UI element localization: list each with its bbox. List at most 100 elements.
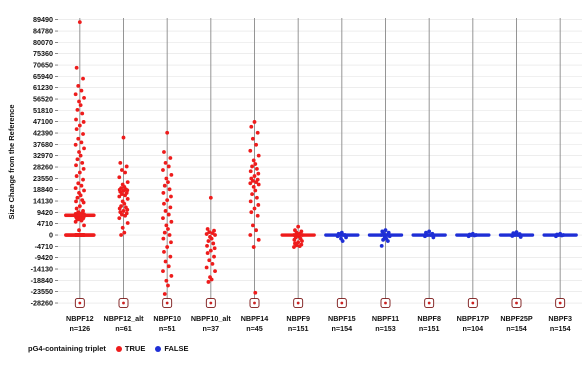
data-point bbox=[73, 186, 78, 191]
data-point bbox=[125, 221, 130, 225]
reference-marker-dot bbox=[515, 301, 518, 305]
y-tick-label: -18840 bbox=[31, 276, 53, 285]
y-tick-label: 80070 bbox=[33, 38, 53, 47]
data-point bbox=[163, 259, 168, 264]
data-point bbox=[117, 175, 122, 180]
x-tick-count: n=154 bbox=[332, 324, 353, 333]
reference-marker-dot bbox=[384, 301, 387, 305]
y-tick-label: 47100 bbox=[33, 117, 53, 126]
data-point bbox=[206, 280, 211, 284]
x-tick-count: n=151 bbox=[288, 324, 309, 333]
x-tick-label: NBPF14 bbox=[241, 314, 269, 323]
data-point bbox=[252, 174, 257, 178]
data-point bbox=[77, 99, 81, 104]
data-point bbox=[125, 180, 130, 184]
x-tick-label: NBPF25P bbox=[500, 314, 533, 323]
x-tick-label: NBPF10_alt bbox=[191, 314, 232, 323]
data-point bbox=[77, 150, 81, 154]
x-tick-label: NBPF12 bbox=[66, 314, 94, 323]
data-point bbox=[211, 241, 216, 246]
data-point bbox=[213, 233, 217, 237]
data-point bbox=[75, 195, 80, 200]
data-point bbox=[75, 108, 80, 112]
y-tick-label: 37680 bbox=[33, 140, 53, 149]
data-point bbox=[120, 192, 124, 197]
data-point bbox=[74, 163, 78, 168]
data-point bbox=[75, 157, 80, 162]
data-point bbox=[383, 228, 388, 233]
data-point bbox=[162, 230, 167, 235]
y-axis-label: Size Change from the Reference bbox=[7, 104, 16, 219]
data-point bbox=[166, 180, 170, 184]
x-tick-count: n=104 bbox=[463, 324, 484, 333]
data-point bbox=[123, 170, 127, 175]
data-point bbox=[487, 233, 491, 237]
data-point bbox=[427, 229, 432, 234]
data-point bbox=[248, 148, 253, 153]
x-tick-count: n=153 bbox=[375, 324, 396, 333]
data-point bbox=[168, 156, 173, 160]
data-point bbox=[161, 236, 166, 241]
data-point bbox=[249, 210, 254, 215]
x-tick-label: NBPF10 bbox=[153, 314, 181, 323]
data-point bbox=[82, 188, 86, 193]
data-point bbox=[167, 187, 172, 192]
legend-true-label: TRUE bbox=[124, 344, 146, 353]
data-point bbox=[162, 201, 166, 206]
data-point bbox=[212, 246, 217, 251]
reference-marker-dot bbox=[296, 301, 300, 305]
y-tick-label: 18840 bbox=[33, 185, 53, 194]
data-point bbox=[74, 117, 78, 122]
data-point bbox=[254, 142, 258, 147]
x-tick-count: n=151 bbox=[419, 324, 440, 333]
x-tick-label: NBPF17P bbox=[457, 314, 490, 323]
x-tick-count: n=154 bbox=[550, 324, 571, 333]
data-point bbox=[81, 120, 86, 124]
data-point bbox=[162, 150, 166, 154]
data-point bbox=[164, 278, 169, 283]
data-point bbox=[166, 227, 170, 231]
reference-marker-dot bbox=[558, 301, 562, 305]
reference-marker-dot bbox=[122, 301, 125, 305]
grid bbox=[58, 18, 582, 306]
data-point bbox=[379, 243, 384, 248]
data-point bbox=[161, 168, 165, 172]
data-point bbox=[164, 176, 169, 181]
data-point bbox=[251, 178, 255, 183]
x-tick-label: NBPF3 bbox=[548, 314, 572, 323]
data-point bbox=[443, 233, 447, 237]
y-tick-label: -9420 bbox=[35, 253, 53, 262]
data-point bbox=[252, 120, 257, 124]
data-point bbox=[255, 166, 259, 171]
y-tick-label: 56520 bbox=[33, 95, 53, 104]
reference-marker-dot bbox=[471, 301, 475, 305]
data-point bbox=[162, 292, 167, 296]
data-point bbox=[206, 239, 211, 243]
x-tick-count: n=154 bbox=[506, 324, 527, 333]
x-tick-label: NBPF15 bbox=[328, 314, 356, 323]
y-tick-label: -14130 bbox=[31, 265, 53, 274]
data-point bbox=[121, 135, 126, 140]
data-point bbox=[207, 258, 212, 263]
data-point bbox=[92, 213, 96, 218]
data-point bbox=[255, 195, 259, 200]
data-point bbox=[208, 248, 213, 253]
data-point bbox=[204, 232, 209, 236]
reference-marker-dot bbox=[427, 301, 431, 305]
data-point bbox=[381, 237, 385, 242]
data-point bbox=[210, 231, 215, 235]
x-tick-label: NBPF11 bbox=[372, 314, 399, 323]
reference-marker-dot bbox=[165, 301, 169, 305]
data-point bbox=[79, 183, 84, 188]
data-point bbox=[255, 130, 260, 135]
y-tick-label: 65940 bbox=[33, 72, 53, 81]
data-point bbox=[213, 269, 217, 274]
data-point bbox=[253, 188, 258, 193]
data-point bbox=[81, 200, 86, 205]
data-point bbox=[256, 182, 261, 187]
data-point bbox=[161, 269, 165, 274]
y-tick-label: 51810 bbox=[33, 106, 53, 115]
data-point bbox=[248, 169, 253, 174]
data-point bbox=[212, 254, 216, 259]
